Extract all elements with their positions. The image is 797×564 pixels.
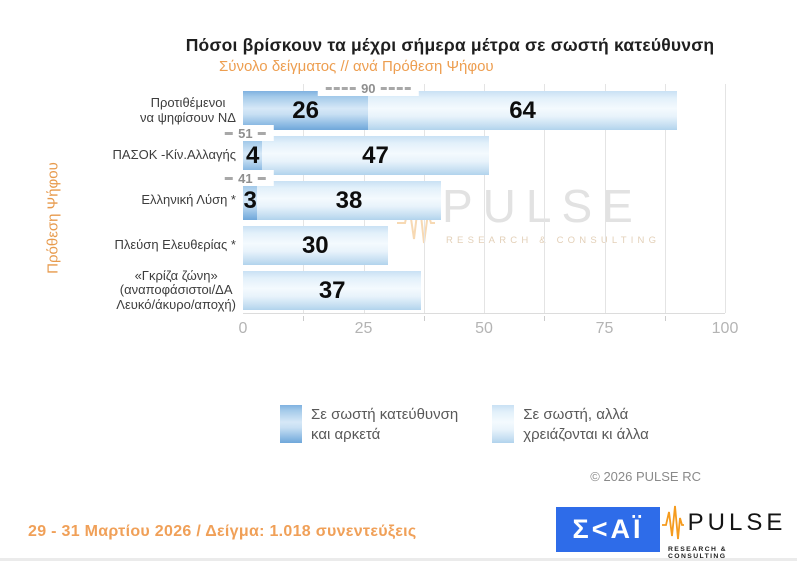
total-dash bbox=[326, 86, 357, 90]
category-label-text: Πλεύση Ελευθερίας * bbox=[115, 238, 237, 253]
gridline bbox=[664, 84, 666, 313]
pulse-logo-waveform-icon bbox=[661, 505, 684, 540]
gridline bbox=[604, 84, 606, 313]
total-value: 41 bbox=[238, 170, 253, 186]
bar-row: 26 64 90 bbox=[243, 80, 725, 133]
x-axis: 0 25 50 75 100 bbox=[239, 316, 738, 340]
pulse-logo: PULSE RESEARCH & CONSULTING bbox=[661, 503, 782, 560]
gridline bbox=[544, 84, 546, 313]
category-label-line: Ελληνική Λύση * bbox=[141, 192, 236, 208]
total-annotation: 90 bbox=[318, 80, 419, 96]
legend-label-line: χρειάζονται κι άλλα bbox=[523, 425, 649, 443]
bar-segment: 64 bbox=[368, 91, 677, 130]
total-dash bbox=[225, 176, 234, 180]
legend-swatch bbox=[280, 405, 302, 443]
x-tick-label: 75 bbox=[595, 320, 614, 337]
plot-area: 26 64 90 4 47 51 3 38 41 30 37 bbox=[217, 80, 726, 314]
category-label-line: Λευκό/άκυρο/αποχή) bbox=[116, 296, 236, 312]
pulse-logo-subtext: RESEARCH & CONSULTING bbox=[668, 546, 727, 560]
skai-logo-text: Σ<ΑΪ bbox=[572, 514, 644, 544]
x-tick-label: 25 bbox=[354, 320, 373, 337]
bar-segment: 37 bbox=[243, 271, 422, 310]
legend-item: Σε σωστή κατεύθυνση και αρκετά bbox=[280, 405, 458, 444]
bar-segment: 26 bbox=[243, 91, 369, 130]
bar-row: 30 bbox=[243, 223, 725, 268]
category-label-text: ΠΑΣΟΚ -Κίν.Αλλαγής bbox=[113, 148, 236, 163]
slide-bottom-rule bbox=[0, 558, 797, 561]
bar-value-label: 30 bbox=[301, 231, 329, 259]
total-value: 90 bbox=[361, 80, 376, 96]
bar-track: 37 bbox=[243, 271, 725, 310]
fieldwork-note: 29 - 31 Μαρτίου 2026 / Δείγμα: 1.018 συν… bbox=[28, 523, 417, 540]
pulse-logo-text: PULSE bbox=[687, 509, 787, 536]
category-label-line: να ψηφίσουν ΝΔ bbox=[140, 109, 236, 125]
total-value: 51 bbox=[238, 125, 253, 141]
bar-row: 4 47 51 bbox=[217, 125, 725, 178]
total-dash bbox=[257, 131, 266, 135]
bar-value-label: 3 bbox=[243, 186, 257, 214]
bar-value-label: 37 bbox=[318, 276, 346, 304]
category-label-text: Προτιθέμενοι να ψηφίσουν ΝΔ bbox=[140, 94, 236, 125]
skai-logo: Σ<ΑΪ bbox=[556, 507, 660, 552]
watermark-subtext: RESEARCH & CONSULTING bbox=[446, 235, 661, 246]
bar-segment: 3 bbox=[243, 181, 258, 220]
bar-segment: 47 bbox=[262, 136, 489, 175]
total-annotation: 41 bbox=[217, 170, 274, 186]
category-label-line: ΠΑΣΟΚ -Κίν.Αλλαγής bbox=[112, 147, 236, 163]
copyright-note: © 2026 PULSE RC bbox=[590, 469, 701, 484]
legend-label: Σε σωστή κατεύθυνση και αρκετά bbox=[311, 405, 458, 444]
bar-track: 26 64 bbox=[243, 91, 725, 130]
bar-track: 3 38 bbox=[243, 181, 725, 220]
total-dash bbox=[257, 176, 266, 180]
pulse-watermark: PULSE RESEARCH & CONSULTING bbox=[396, 183, 660, 249]
bar-value-label: 4 bbox=[245, 141, 260, 169]
category-label: «Γκρίζα ζώνη» (αναποφάσιστοι/ΔΑ Λευκό/άκυρ… bbox=[28, 268, 236, 313]
legend-label: Σε σωστή, αλλά χρειάζονται κι άλλα bbox=[523, 405, 649, 444]
category-label-text: Ελληνική Λύση * bbox=[141, 193, 236, 208]
x-minor-tick bbox=[544, 316, 546, 321]
bar-value-label: 38 bbox=[335, 186, 363, 214]
x-tick-label: 100 bbox=[711, 320, 739, 337]
x-tick-label: 0 bbox=[238, 320, 248, 337]
bar-segment: 30 bbox=[243, 226, 388, 265]
bar-value-label: 26 bbox=[292, 96, 319, 124]
legend-label-line: και αρκετά bbox=[311, 425, 381, 443]
bar-track: 4 47 bbox=[243, 136, 725, 175]
category-label-line: Πλεύση Ελευθερίας * bbox=[114, 237, 237, 253]
category-label-text: «Γκρίζα ζώνη» (αναποφάσιστοι/ΔΑ Λευκό/άκυρ… bbox=[116, 267, 236, 313]
x-tick-label: 50 bbox=[475, 320, 493, 337]
gridline bbox=[484, 84, 485, 313]
category-label: Προτιθέμενοι να ψηφίσουν ΝΔ bbox=[28, 88, 236, 133]
category-label-line: (αναποφάσιστοι/ΔΑ bbox=[119, 282, 233, 298]
total-annotation: 51 bbox=[217, 125, 274, 141]
bar-row: 3 38 41 bbox=[217, 170, 725, 223]
legend-label-line: Σε σωστή, αλλά bbox=[523, 406, 629, 423]
total-dash bbox=[225, 131, 234, 135]
category-label: Ελληνική Λύση * bbox=[28, 178, 236, 223]
legend: Σε σωστή κατεύθυνση και αρκετά Σε σωστή, α… bbox=[280, 405, 649, 444]
x-minor-tick bbox=[664, 316, 666, 321]
legend-swatch bbox=[492, 405, 515, 443]
total-dash bbox=[380, 86, 411, 90]
watermark-text: PULSE bbox=[442, 180, 643, 232]
x-minor-tick bbox=[423, 316, 425, 321]
bar-value-label: 47 bbox=[362, 141, 389, 169]
bar-track: 30 bbox=[243, 226, 725, 265]
gridline bbox=[725, 84, 726, 313]
bar-row: 37 bbox=[243, 268, 725, 313]
bar-value-label: 64 bbox=[509, 96, 536, 124]
category-label-line: Προτιθέμενοι bbox=[150, 94, 226, 110]
bar-segment: 4 bbox=[243, 136, 263, 175]
legend-label-line: Σε σωστή κατεύθυνση bbox=[311, 406, 459, 423]
bar-segment: 38 bbox=[257, 181, 441, 220]
category-label-line: «Γκρίζα ζώνη» bbox=[134, 267, 218, 283]
category-label: Πλεύση Ελευθερίας * bbox=[28, 223, 237, 268]
chart-subtitle: Σύνολο δείγματος // ανά Πρόθεση Ψήφου bbox=[219, 58, 494, 75]
x-minor-tick bbox=[303, 316, 305, 321]
category-labels: Προτιθέμενοι να ψηφίσουν ΝΔ ΠΑΣΟΚ -Κίν.Αλλ… bbox=[28, 88, 236, 313]
chart-title: Πόσοι βρίσκουν τα μέχρι σήμερα μέτρα σε … bbox=[185, 35, 715, 55]
category-label: ΠΑΣΟΚ -Κίν.Αλλαγής bbox=[28, 133, 236, 178]
legend-item: Σε σωστή, αλλά χρειάζονται κι άλλα bbox=[492, 405, 649, 444]
